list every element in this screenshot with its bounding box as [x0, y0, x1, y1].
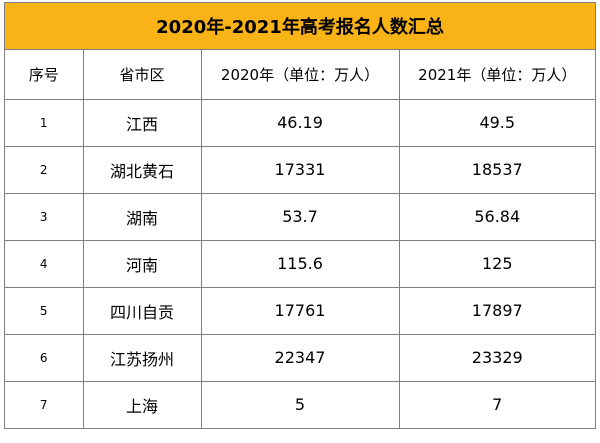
cell-region: 四川自贡 [83, 287, 202, 335]
cell-2020: 22347 [201, 334, 400, 382]
cell-region: 湖北黄石 [83, 146, 202, 194]
cell-2021: 18537 [399, 146, 595, 194]
cell-2021: 125 [399, 240, 595, 288]
cell-2021: 17897 [399, 287, 595, 335]
cell-index: 4 [5, 240, 84, 288]
table-row: 5 四川自贡 17761 17897 [5, 287, 595, 335]
cell-index: 7 [5, 381, 84, 429]
cell-2021: 56.84 [399, 193, 595, 241]
header-2020: 2020年（单位：万人） [201, 50, 400, 100]
cell-2021: 23329 [399, 334, 595, 382]
cell-2021: 49.5 [399, 99, 595, 147]
cell-2020: 17761 [201, 287, 400, 335]
cell-index: 5 [5, 287, 84, 335]
cell-index: 3 [5, 193, 84, 241]
table-row: 4 河南 115.6 125 [5, 240, 595, 288]
header-2021: 2021年（单位：万人） [399, 50, 595, 100]
data-table: 序号 省市区 2020年（单位：万人） 2021年（单位：万人） 1 江西 46… [5, 50, 595, 429]
table-row: 1 江西 46.19 49.5 [5, 99, 595, 147]
cell-2020: 46.19 [201, 99, 400, 147]
cell-2021: 7 [399, 381, 595, 429]
cell-region: 河南 [83, 240, 202, 288]
cell-2020: 115.6 [201, 240, 400, 288]
cell-region: 江苏扬州 [83, 334, 202, 382]
table-title: 2020年-2021年高考报名人数汇总 [5, 2, 595, 50]
header-index: 序号 [5, 50, 84, 100]
table-row: 7 上海 5 7 [5, 381, 595, 429]
spreadsheet-table: 2020年-2021年高考报名人数汇总 序号 省市区 2020年（单位：万人） … [4, 2, 596, 429]
header-row: 序号 省市区 2020年（单位：万人） 2021年（单位：万人） [5, 50, 595, 100]
table-row: 2 湖北黄石 17331 18537 [5, 146, 595, 194]
cell-2020: 17331 [201, 146, 400, 194]
table-row: 3 湖南 53.7 56.84 [5, 193, 595, 241]
table-row: 6 江苏扬州 22347 23329 [5, 334, 595, 382]
cell-2020: 53.7 [201, 193, 400, 241]
cell-region: 上海 [83, 381, 202, 429]
cell-index: 6 [5, 334, 84, 382]
cell-region: 江西 [83, 99, 202, 147]
header-region: 省市区 [83, 50, 202, 100]
cell-2020: 5 [201, 381, 400, 429]
cell-index: 1 [5, 99, 84, 147]
cell-index: 2 [5, 146, 84, 194]
cell-region: 湖南 [83, 193, 202, 241]
